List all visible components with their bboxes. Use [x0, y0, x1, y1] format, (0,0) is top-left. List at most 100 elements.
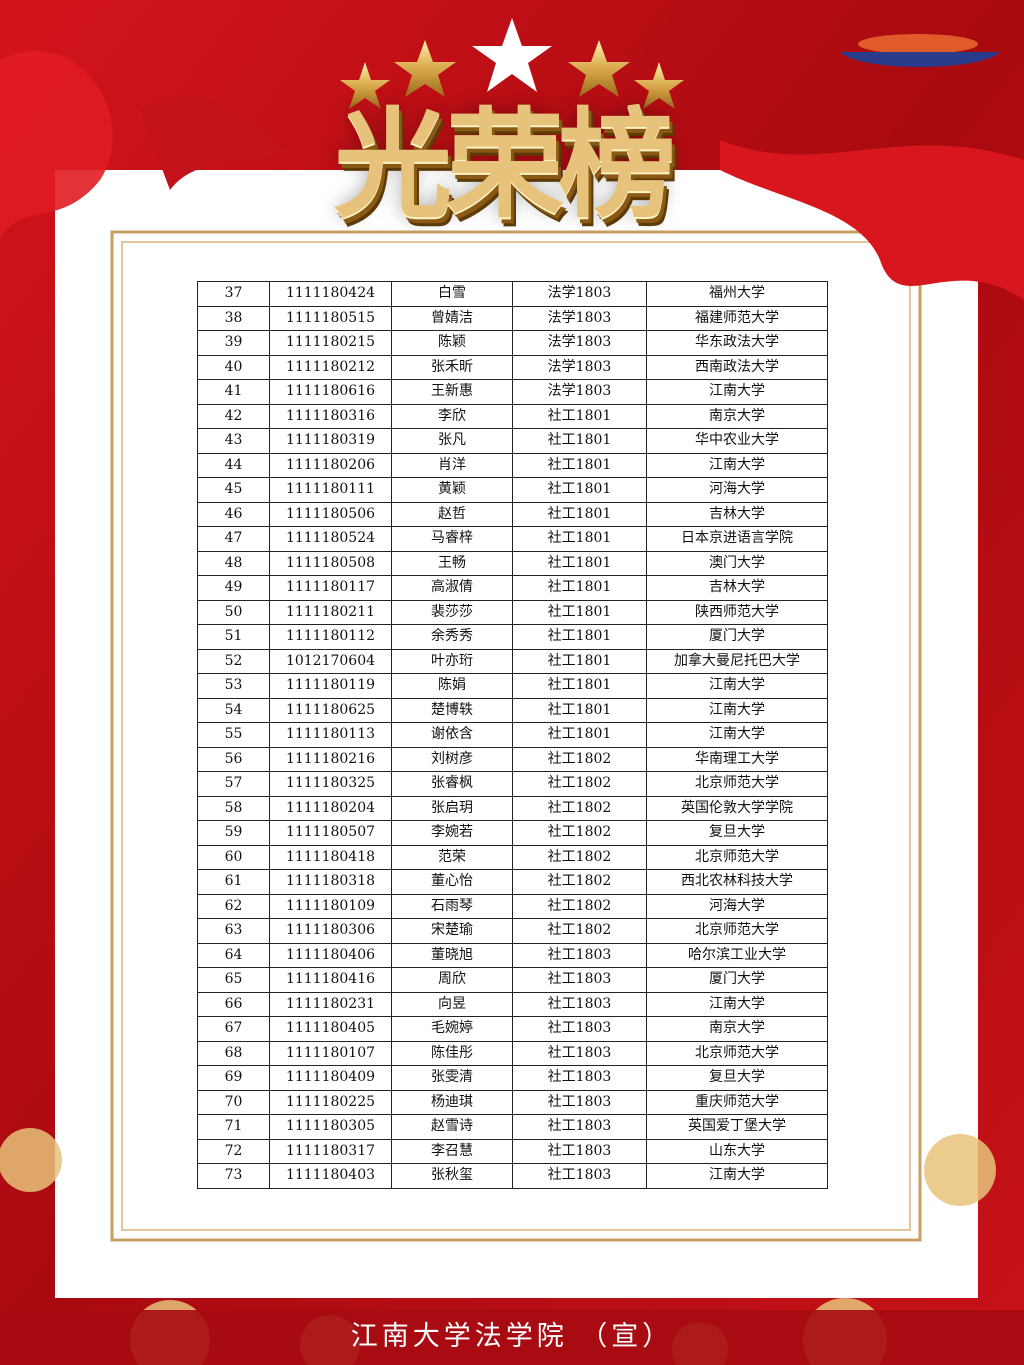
table-row: 47 1111180524 马睿梓 社工1801 日本京进语言学院	[197, 526, 828, 552]
class-cell: 社工1801	[512, 501, 647, 527]
class-cell: 社工1801	[512, 526, 647, 552]
id-cell: 1111180424	[269, 281, 392, 307]
id-cell: 1111180524	[269, 526, 392, 552]
name-cell: 高淑倩	[391, 575, 513, 601]
table-row: 72 1111180317 李召慧 社工1803 山东大学	[197, 1138, 828, 1164]
rank-cell: 43	[197, 428, 270, 454]
gold-frame-inner	[121, 241, 911, 1231]
class-cell: 社工1803	[512, 1065, 647, 1091]
id-cell: 1111180319	[269, 428, 392, 454]
name-cell: 张启玥	[391, 795, 513, 821]
school-cell: 英国爱丁堡大学	[646, 1114, 828, 1140]
table-body: 37 1111180424 白雪 法学1803 福州大学 38 1111180515 曾婧洁法…	[197, 281, 828, 1189]
name-cell: 陈娟	[391, 673, 513, 699]
id-cell: 1012170604	[269, 648, 392, 674]
name-cell: 叶亦珩	[391, 648, 513, 674]
id-cell: 1111180416	[269, 967, 392, 993]
name-cell: 周欣	[391, 967, 513, 993]
school-cell: 厦门大学	[646, 624, 828, 650]
id-cell: 1111180405	[269, 1016, 392, 1042]
class-cell: 社工1801	[512, 673, 647, 699]
id-cell: 1111180306	[269, 918, 392, 944]
table-row: 41 1111180616 王新惠 法学1803 江南大学	[197, 379, 828, 405]
id-cell: 1111180515	[269, 305, 392, 331]
name-cell: 张雯清	[391, 1065, 513, 1091]
table-row: 38 1111180515 曾婧洁 法学1803 福建师范大学	[197, 305, 828, 331]
name-cell: 张秋玺	[391, 1163, 513, 1189]
rank-cell: 73	[197, 1163, 270, 1189]
rank-cell: 54	[197, 697, 270, 723]
rank-cell: 40	[197, 354, 270, 380]
table-row: 56 1111180216 刘树彦 社工1802 华南理工大学	[197, 746, 828, 772]
class-cell: 社工1802	[512, 746, 647, 772]
name-cell: 马睿梓	[391, 526, 513, 552]
id-cell: 1111180204	[269, 795, 392, 821]
table-row: 40 1111180212 张禾昕 法学1803 西南政法大学	[197, 354, 828, 380]
table-row: 43 1111180319 张凡 社工1801 华中农业大学	[197, 428, 828, 454]
school-cell: 福州大学	[646, 281, 828, 307]
rank-cell: 39	[197, 330, 270, 356]
table-row: 71 1111180305 赵雪诗 社工1803 英国爱丁堡大学	[197, 1114, 828, 1140]
school-cell: 江南大学	[646, 991, 828, 1017]
table-row: 66 1111180231 向昱 社工1803 江南大学	[197, 991, 828, 1017]
table-row: 70 1111180225 杨迪琪 社工1803 重庆师范大学	[197, 1089, 828, 1115]
table-row: 73 1111180403 张秋玺 社工1803 江南大学	[197, 1163, 828, 1189]
name-cell: 曾婧洁	[391, 305, 513, 331]
class-cell: 法学1803	[512, 330, 647, 356]
class-cell: 社工1801	[512, 428, 647, 454]
school-cell: 华中农业大学	[646, 428, 828, 454]
stars	[340, 18, 684, 109]
id-cell: 1111180111	[269, 477, 392, 503]
table-row: 62 1111180109 石雨琴 社工1802 河海大学	[197, 893, 828, 919]
name-cell: 余秀秀	[391, 624, 513, 650]
id-cell: 1111180507	[269, 820, 392, 846]
rank-cell: 65	[197, 967, 270, 993]
class-cell: 社工1802	[512, 771, 647, 797]
id-cell: 1111180305	[269, 1114, 392, 1140]
name-cell: 范荣	[391, 844, 513, 870]
rank-cell: 58	[197, 795, 270, 821]
class-cell: 社工1801	[512, 624, 647, 650]
class-cell: 社工1803	[512, 1040, 647, 1066]
school-cell: 山东大学	[646, 1138, 828, 1164]
id-cell: 1111180418	[269, 844, 392, 870]
class-cell: 社工1802	[512, 893, 647, 919]
school-cell: 福建师范大学	[646, 305, 828, 331]
name-cell: 陈颖	[391, 330, 513, 356]
table-row: 69 1111180409 张雯清 社工1803 复旦大学	[197, 1065, 828, 1091]
rank-cell: 71	[197, 1114, 270, 1140]
class-cell: 社工1801	[512, 550, 647, 576]
table-row: 64 1111180406 董晓旭 社工1803 哈尔滨工业大学	[197, 942, 828, 968]
school-cell: 加拿大曼尼托巴大学	[646, 648, 828, 674]
id-cell: 1111180117	[269, 575, 392, 601]
class-cell: 社工1803	[512, 967, 647, 993]
rank-cell: 42	[197, 403, 270, 429]
school-cell: 重庆师范大学	[646, 1089, 828, 1115]
table-row: 49 1111180117 高淑倩 社工1801 吉林大学	[197, 575, 828, 601]
school-cell: 华东政法大学	[646, 330, 828, 356]
school-cell: 江南大学	[646, 379, 828, 405]
name-cell: 董心怡	[391, 869, 513, 895]
id-cell: 1111180316	[269, 403, 392, 429]
rank-cell: 41	[197, 379, 270, 405]
school-cell: 江南大学	[646, 722, 828, 748]
name-cell: 张凡	[391, 428, 513, 454]
rank-cell: 48	[197, 550, 270, 576]
ribbon-left-2	[140, 95, 290, 190]
ribbon-right	[720, 140, 1024, 300]
school-cell: 厦门大学	[646, 967, 828, 993]
id-cell: 1111180625	[269, 697, 392, 723]
class-cell: 社工1801	[512, 648, 647, 674]
class-cell: 社工1801	[512, 403, 647, 429]
class-cell: 法学1803	[512, 379, 647, 405]
id-cell: 1111180113	[269, 722, 392, 748]
school-cell: 西北农林科技大学	[646, 869, 828, 895]
name-cell: 赵哲	[391, 501, 513, 527]
name-cell: 谢依含	[391, 722, 513, 748]
class-cell: 社工1801	[512, 452, 647, 478]
school-cell: 江南大学	[646, 673, 828, 699]
name-cell: 向昱	[391, 991, 513, 1017]
ribbon-left	[0, 50, 113, 241]
school-cell: 日本京进语言学院	[646, 526, 828, 552]
